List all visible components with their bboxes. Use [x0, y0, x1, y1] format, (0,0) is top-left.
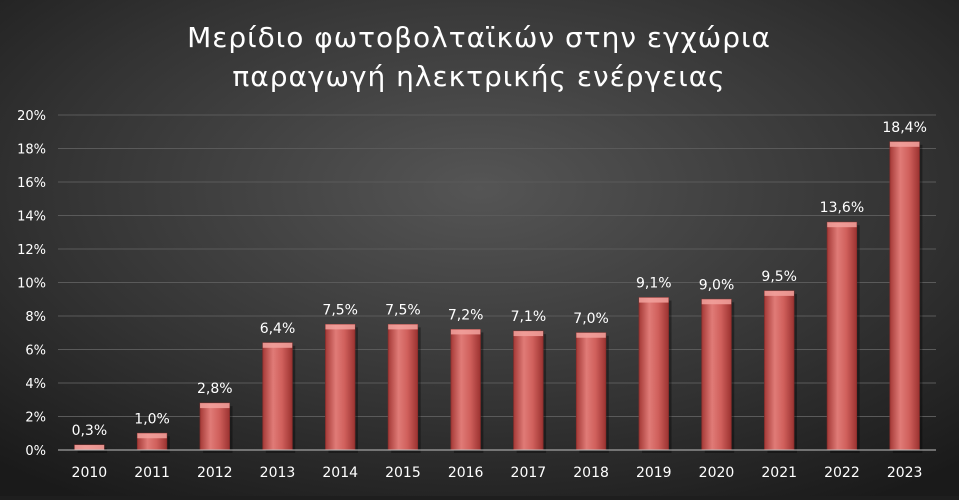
y-tick-label: 20% [17, 109, 46, 124]
bar-top-highlight [74, 444, 105, 450]
x-tick-label: 2016 [448, 465, 484, 481]
y-tick-label: 8% [25, 310, 46, 325]
y-tick-label: 0% [25, 444, 46, 459]
x-tick-label: 2010 [72, 465, 108, 481]
data-label: 13,6% [820, 200, 864, 216]
y-tick-label: 10% [17, 277, 46, 292]
data-label: 2,8% [197, 381, 233, 397]
y-tick-label: 12% [17, 243, 46, 258]
data-label: 18,4% [882, 120, 926, 136]
x-tick-label: 2015 [385, 465, 421, 481]
data-label: 6,4% [260, 321, 296, 337]
bar-top-highlight [137, 433, 167, 439]
bar-top-highlight [388, 324, 418, 330]
bar [262, 342, 293, 451]
x-tick-label: 2011 [134, 465, 170, 481]
bar-top-highlight [764, 290, 794, 296]
bar-top-highlight [701, 299, 732, 305]
x-tick-label: 2017 [511, 465, 547, 481]
x-tick-label: 2019 [636, 465, 672, 481]
data-labels: 0,3% 1,0% 2,8% 6,4% 7,5% 7,5% 7,2% 7,1% 7,0% 9,1%… [72, 120, 927, 439]
x-axis-ticks: 2010 2011 2012 2013 2014 2015 2016 2017 2018 2019… [72, 465, 923, 481]
data-label: 7,0% [573, 311, 609, 327]
x-tick-label: 2022 [824, 465, 860, 481]
bar [199, 402, 230, 451]
data-label: 7,5% [322, 302, 358, 318]
bar-top-highlight [200, 403, 230, 409]
data-label: 7,1% [511, 309, 547, 325]
bar [826, 221, 858, 451]
x-tick-label: 2020 [699, 465, 735, 481]
y-tick-label: 14% [17, 210, 46, 225]
y-tick-label: 2% [25, 411, 46, 426]
bar-top-highlight [889, 141, 920, 147]
data-label: 9,5% [761, 269, 797, 285]
chart-title-line1: Μερίδιο φωτοβολταϊκών στην εγχώρια [187, 21, 771, 54]
bar [325, 323, 356, 451]
x-tick-label: 2013 [260, 465, 296, 481]
x-tick-label: 2023 [887, 465, 923, 481]
y-axis-ticks: 0% 2% 4% 6% 8% 10% 12% 14% 16% 18% 20% [17, 109, 46, 459]
bar-top-highlight [325, 324, 355, 330]
bar-top-highlight [576, 332, 606, 338]
y-tick-label: 6% [25, 344, 46, 359]
gridlines [58, 114, 936, 417]
x-tick-label: 2014 [322, 465, 358, 481]
chart-title-line2: παραγωγή ηλεκτρικής ενέργειας [232, 60, 725, 93]
bars [74, 141, 923, 454]
data-label: 7,5% [385, 302, 421, 318]
data-label: 9,0% [699, 277, 735, 293]
x-tick-label: 2021 [761, 465, 797, 481]
bar-top-highlight [639, 297, 669, 303]
bar-top-highlight [827, 222, 857, 228]
bar [513, 330, 544, 451]
y-tick-label: 16% [17, 176, 46, 191]
bar [889, 141, 920, 451]
data-label: 0,3% [72, 423, 108, 439]
x-tick-label: 2018 [573, 465, 609, 481]
y-tick-label: 4% [25, 377, 46, 392]
bar [575, 332, 607, 451]
bar-top-highlight [513, 331, 544, 337]
bar [450, 328, 481, 451]
data-label: 9,1% [636, 276, 672, 292]
bar [387, 323, 419, 451]
y-tick-label: 18% [17, 143, 46, 158]
bar-top-highlight [262, 342, 293, 348]
bar [638, 297, 669, 451]
bar [764, 290, 795, 451]
data-label: 1,0% [134, 411, 170, 427]
data-label: 7,2% [448, 307, 484, 323]
x-tick-label: 2012 [197, 465, 233, 481]
bar-top-highlight [450, 329, 481, 335]
bar [701, 298, 732, 451]
